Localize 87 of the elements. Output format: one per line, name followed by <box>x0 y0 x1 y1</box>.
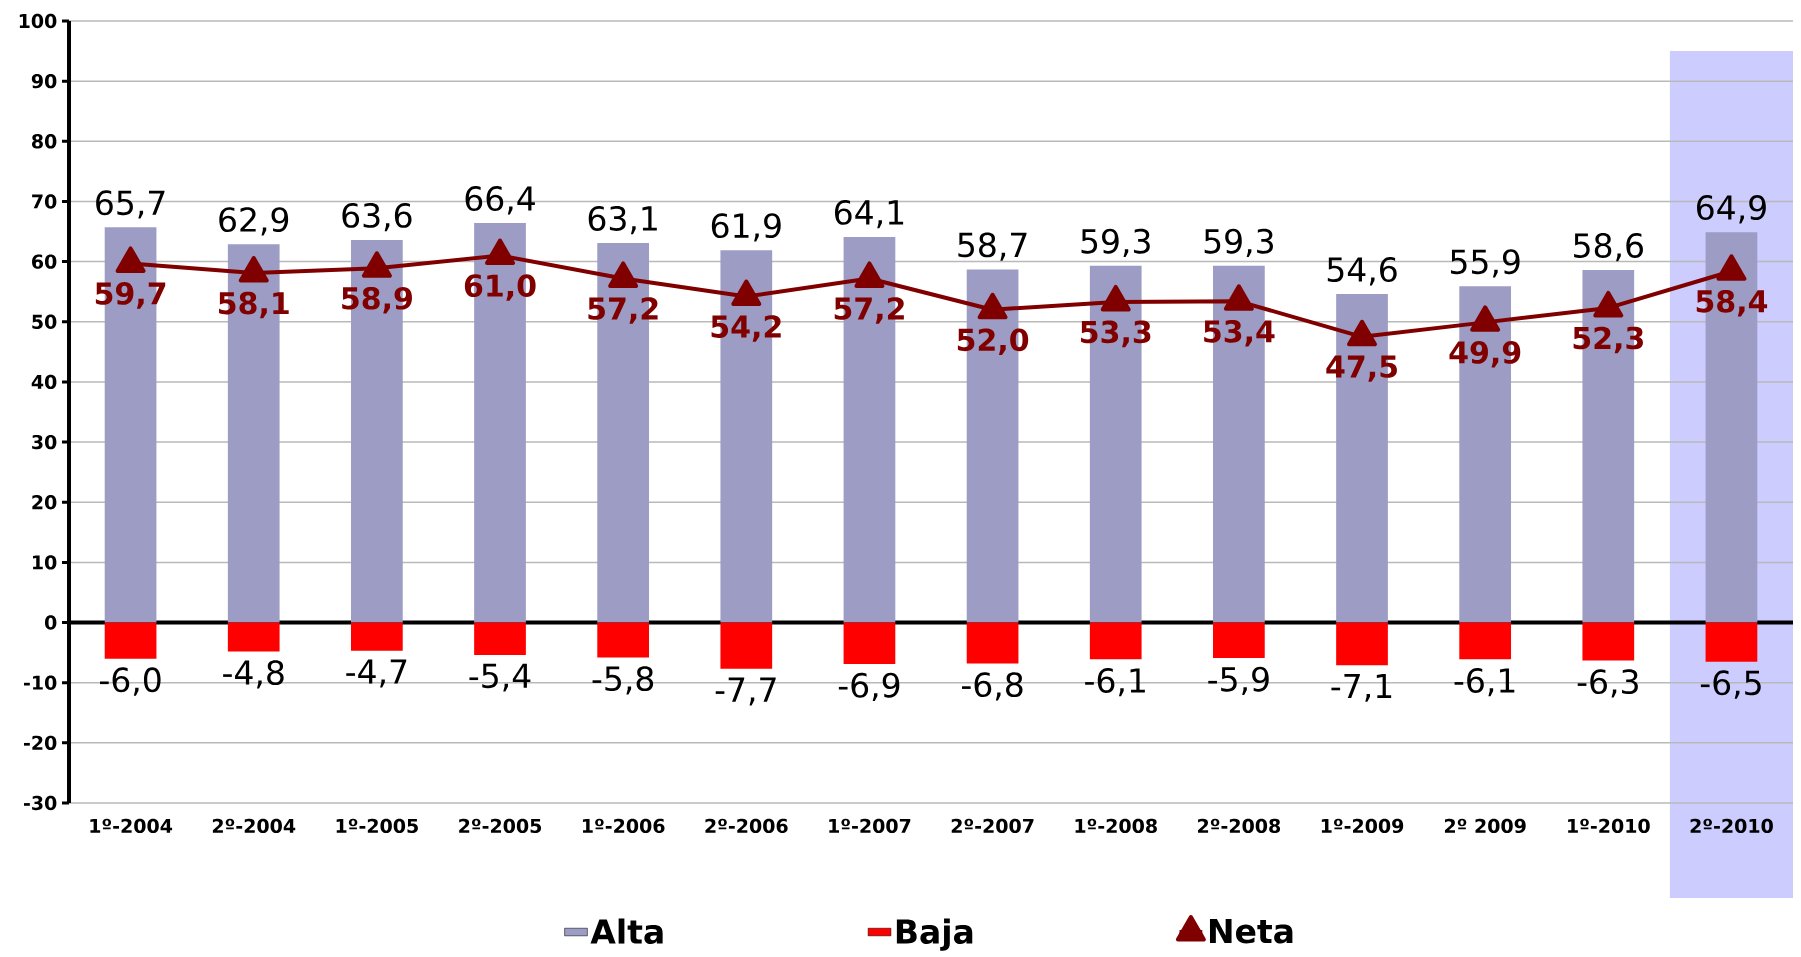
data-label: 63,6 <box>342 202 412 232</box>
y-tick-label: 80 <box>32 134 57 149</box>
x-tick-label: 1º-2005 <box>336 818 418 834</box>
data-label: 52,3 <box>1573 326 1643 354</box>
y-tick-label: 10 <box>33 555 57 570</box>
data-label: -6,0 <box>99 667 161 696</box>
y-tick-label: 90 <box>31 73 57 89</box>
data-label: 54,2 <box>711 315 781 342</box>
x-tick-label: 2º-2007 <box>951 818 1034 834</box>
bar <box>474 622 526 656</box>
data-label: 59,3 <box>1204 228 1273 258</box>
x-tick-label: 1º-2004 <box>90 818 173 834</box>
bar <box>1336 622 1388 666</box>
bar <box>597 622 650 658</box>
bar <box>1089 622 1142 660</box>
data-label: 53,4 <box>1204 320 1275 347</box>
data-label: 58,4 <box>1696 289 1768 317</box>
bar <box>1213 622 1265 659</box>
data-label: 64,1 <box>835 199 904 229</box>
bar <box>1582 622 1635 661</box>
data-label: 58,7 <box>958 232 1027 261</box>
data-label: 65,7 <box>96 190 165 219</box>
x-tick-label: 2º-2006 <box>705 818 788 834</box>
data-label: -4,8 <box>223 660 284 689</box>
data-label: 58,1 <box>219 291 289 319</box>
data-label: 64,9 <box>1697 195 1766 224</box>
x-tick-label: 1º-2008 <box>1075 818 1157 834</box>
bar <box>1705 622 1758 662</box>
y-tick-label: 60 <box>32 254 57 269</box>
data-label: -6,9 <box>838 672 900 702</box>
bar <box>966 622 1019 664</box>
data-label: 66,4 <box>465 186 535 215</box>
data-label: -6,3 <box>1577 669 1638 698</box>
data-label: 47,5 <box>1326 355 1397 382</box>
data-label: 53,3 <box>1081 320 1151 348</box>
legend-label: Alta <box>590 918 663 945</box>
data-label: 52,0 <box>957 328 1029 355</box>
y-tick-label: 100 <box>19 13 57 29</box>
x-tick-label: 2º-2008 <box>1198 818 1281 834</box>
y-tick-label: 30 <box>32 434 57 450</box>
data-label: 59,7 <box>95 282 166 309</box>
data-label: -5,9 <box>1208 666 1269 696</box>
data-label: 57,2 <box>834 297 904 324</box>
x-tick-label: 1º-2007 <box>829 818 911 834</box>
y-tick-label: -30 <box>23 795 57 811</box>
legend-label: Neta <box>1209 919 1293 944</box>
x-tick-label: 1º-2009 <box>1321 818 1404 834</box>
bar <box>1459 622 1512 660</box>
bar <box>104 622 157 659</box>
data-label: 54,6 <box>1327 257 1397 286</box>
y-tick-label: 70 <box>32 194 57 209</box>
x-tick-label: 1º-2010 <box>1568 818 1650 834</box>
x-tick-label: 1º-2006 <box>582 818 665 834</box>
data-label: 57,2 <box>588 297 658 324</box>
y-tick-label: 20 <box>32 495 57 510</box>
data-label: 59,3 <box>1081 228 1150 258</box>
data-label: -7,1 <box>1331 673 1392 702</box>
bar <box>843 622 896 665</box>
data-label: -5,4 <box>469 663 531 692</box>
data-label: -6,5 <box>1700 670 1761 699</box>
data-label: 58,9 <box>342 286 412 314</box>
data-label: 62,9 <box>219 207 289 236</box>
data-label: -5,8 <box>592 666 654 695</box>
y-tick-label: 50 <box>32 314 57 329</box>
x-tick-label: 2º-2004 <box>212 818 296 834</box>
data-label: 63,1 <box>588 205 657 235</box>
bar <box>227 622 280 652</box>
x-tick-label: 2º-2005 <box>459 818 542 834</box>
data-label: -6,1 <box>1454 667 1515 697</box>
data-label: 58,6 <box>1574 233 1643 262</box>
y-tick-label: 40 <box>31 374 57 390</box>
bar <box>720 622 773 669</box>
data-label: 61,9 <box>711 213 781 242</box>
x-tick-label: 2º-2010 <box>1690 818 1773 834</box>
y-tick-label: 0 <box>44 615 57 630</box>
data-label: -7,7 <box>715 677 776 706</box>
bar <box>351 622 403 651</box>
y-tick-label: -20 <box>23 735 57 751</box>
data-label: -6,1 <box>1085 667 1145 697</box>
data-label: -4,7 <box>346 659 407 688</box>
x-tick-label: 2º 2009 <box>1444 818 1526 834</box>
y-tick-label: -10 <box>23 675 57 690</box>
data-label: 61,0 <box>464 274 536 301</box>
data-label: 55,9 <box>1450 249 1520 278</box>
legend-label: Baja <box>896 918 973 951</box>
data-label: 49,9 <box>1449 341 1521 368</box>
data-label: -6,8 <box>962 672 1023 701</box>
